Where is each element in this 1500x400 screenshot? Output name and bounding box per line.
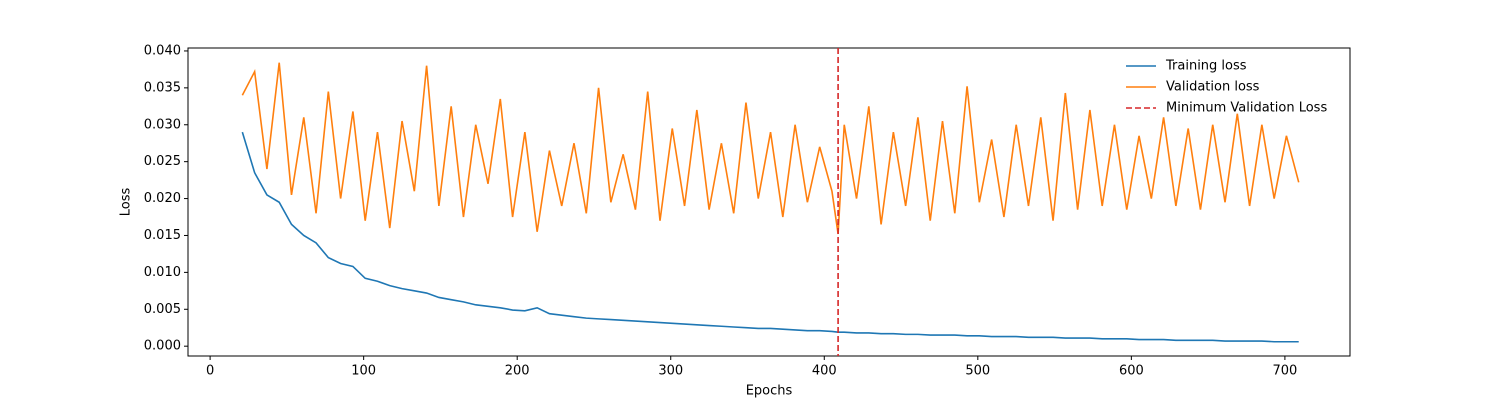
x-tick-label: 100	[351, 364, 376, 379]
x-tick-label: 300	[658, 364, 683, 379]
legend-label: Validation loss	[1166, 80, 1260, 95]
y-tick-label: 0.035	[144, 80, 181, 95]
x-tick-label: 400	[812, 364, 837, 379]
legend-label: Training loss	[1165, 59, 1247, 74]
series-line	[241, 131, 1299, 343]
x-tick-label: 500	[965, 364, 990, 379]
y-tick-label: 0.015	[144, 228, 181, 243]
x-axis-label: Epochs	[746, 384, 793, 399]
y-axis-label: Loss	[119, 188, 134, 217]
x-tick-label: 600	[1119, 364, 1144, 379]
y-tick-label: 0.040	[144, 43, 181, 58]
x-tick-label: 200	[505, 364, 530, 379]
y-tick-label: 0.010	[144, 265, 181, 280]
x-tick-label: 0	[206, 364, 214, 379]
x-tick-label: 700	[1272, 364, 1297, 379]
legend-label: Minimum Validation Loss	[1166, 101, 1327, 116]
series-line	[241, 62, 1300, 235]
y-tick-label: 0.025	[144, 154, 181, 169]
y-tick-label: 0.030	[144, 117, 181, 132]
y-tick-label: 0.005	[144, 302, 181, 317]
y-tick-label: 0.000	[144, 339, 181, 354]
y-tick-label: 0.020	[144, 191, 181, 206]
axes-frame	[187, 47, 1351, 357]
